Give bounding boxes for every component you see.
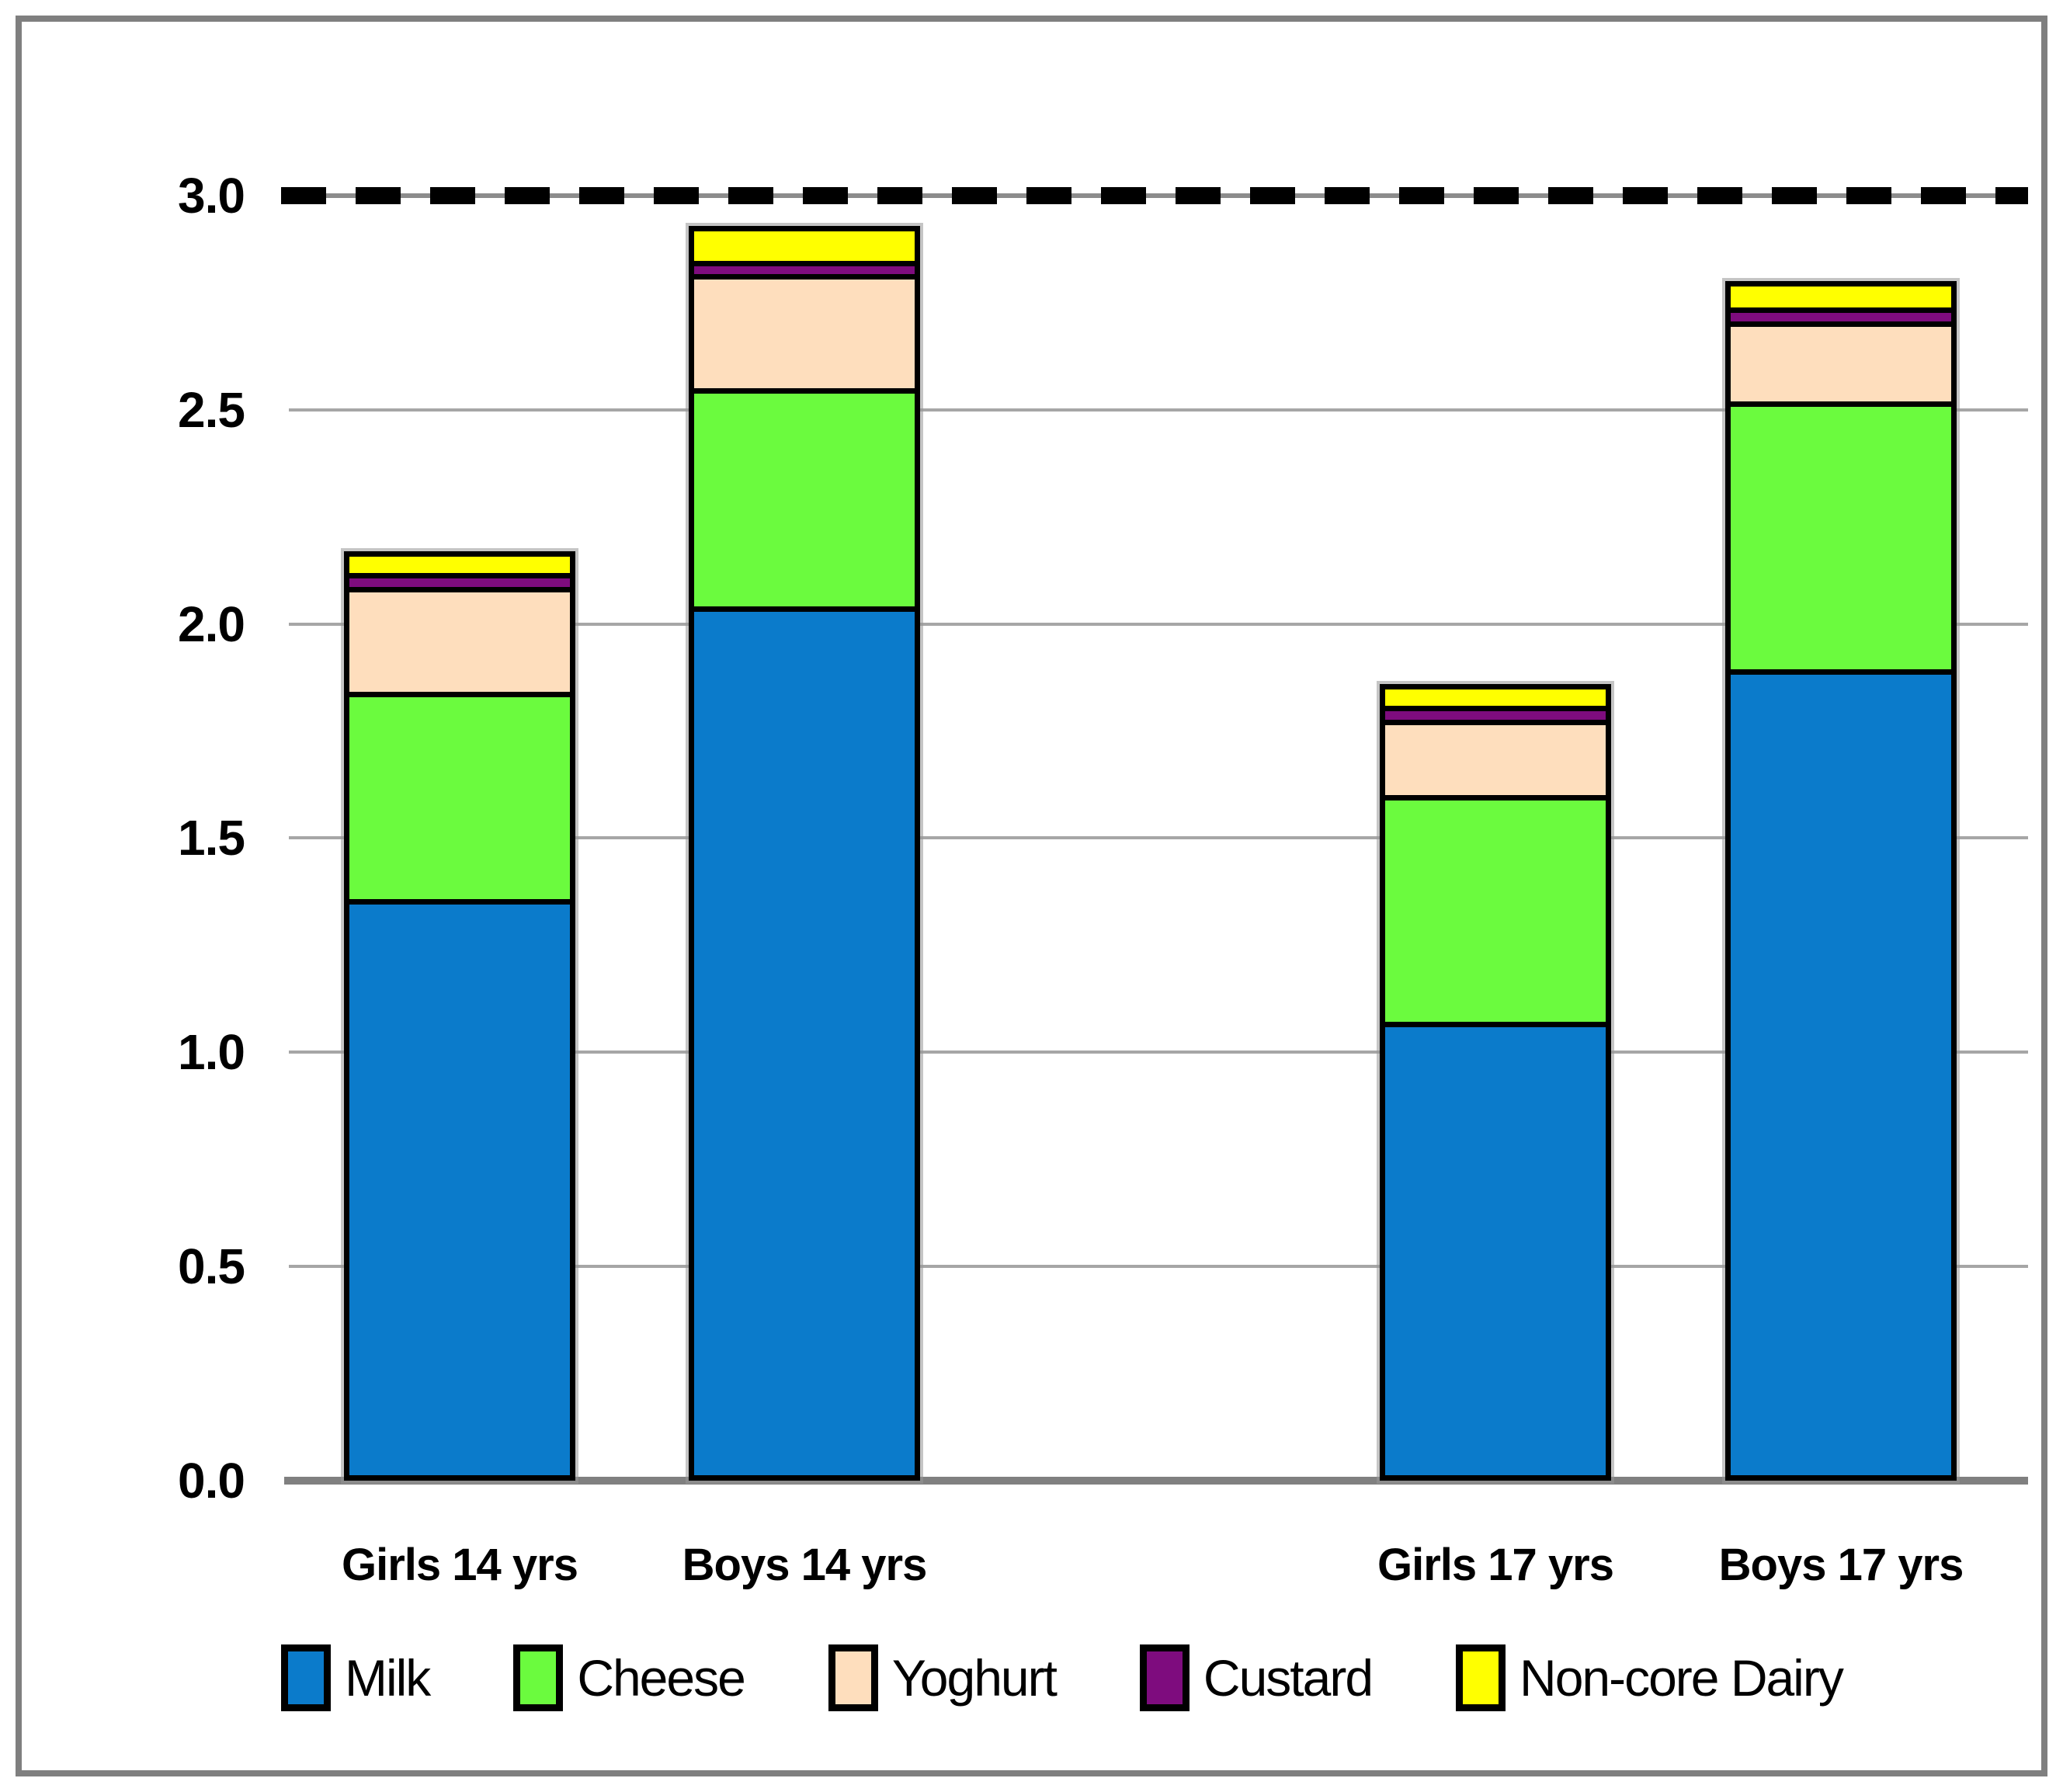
bar-segment-cheese-boys-17-yrs xyxy=(1731,401,1951,670)
y-tick-label-3.0: 3.0 xyxy=(178,167,245,224)
reference-line-dashes xyxy=(281,186,2028,204)
legend-item-milk: Milk xyxy=(281,1644,431,1711)
bar-segment-cheese-girls-14-yrs xyxy=(349,691,570,900)
x-axis-label-boys-17-yrs: Boys 17 yrs xyxy=(1718,1540,1964,1590)
reference-line-3 xyxy=(281,185,2028,207)
bar-segment-non-core-dairy-girls-17-yrs xyxy=(1385,689,1606,707)
legend-item-cheese: Cheese xyxy=(513,1644,746,1711)
y-grid-line-1.5 xyxy=(289,836,2028,840)
y-tick-label-2.0: 2.0 xyxy=(178,596,245,652)
bar-segment-non-core-dairy-boys-14-yrs xyxy=(694,231,915,261)
bar-segment-milk-boys-14-yrs xyxy=(694,606,915,1475)
bar-segment-yoghurt-boys-14-yrs xyxy=(694,274,915,389)
bar-segment-custard-girls-14-yrs xyxy=(349,573,570,587)
legend-swatch-custard xyxy=(1139,1644,1190,1711)
bar-boys-17-yrs xyxy=(1725,281,1957,1481)
y-grid-line-2.5 xyxy=(289,408,2028,412)
legend-item-yoghurt: Yoghurt xyxy=(828,1644,1058,1711)
y-tick-label-0.5: 0.5 xyxy=(178,1238,245,1295)
chart-frame xyxy=(16,16,2047,1776)
legend-label-custard: Custard xyxy=(1203,1649,1374,1707)
bar-segment-milk-girls-17-yrs xyxy=(1385,1022,1606,1475)
legend-item-custard: Custard xyxy=(1139,1644,1374,1711)
x-axis-label-boys-14-yrs: Boys 14 yrs xyxy=(682,1540,928,1590)
legend-swatch-yoghurt xyxy=(828,1644,878,1711)
bar-segment-custard-boys-14-yrs xyxy=(694,260,915,275)
y-tick-label-0.0: 0.0 xyxy=(178,1453,245,1509)
y-tick-label-1.5: 1.5 xyxy=(178,810,245,866)
bar-segment-yoghurt-boys-17-yrs xyxy=(1731,321,1951,402)
bar-segment-milk-girls-14-yrs xyxy=(349,899,570,1475)
legend-label-cheese: Cheese xyxy=(577,1649,745,1707)
legend-label-non-core-dairy: Non-core Dairy xyxy=(1519,1649,1844,1707)
bar-girls-14-yrs xyxy=(344,551,575,1481)
legend: Milk Cheese Yoghurt Custard Non-core Dairy xyxy=(281,1644,1926,1711)
bar-segment-yoghurt-girls-17-yrs xyxy=(1385,719,1606,795)
bar-segment-milk-boys-17-yrs xyxy=(1731,669,1951,1475)
y-grid-line-2.0 xyxy=(289,622,2028,626)
x-axis-label-girls-14-yrs: Girls 14 yrs xyxy=(342,1540,578,1590)
bar-segment-yoghurt-girls-14-yrs xyxy=(349,586,570,692)
bar-segment-cheese-girls-17-yrs xyxy=(1385,794,1606,1023)
bar-segment-custard-girls-17-yrs xyxy=(1385,706,1606,720)
bar-girls-17-yrs xyxy=(1380,684,1611,1481)
bar-segment-cheese-boys-14-yrs xyxy=(694,388,915,606)
legend-label-milk: Milk xyxy=(345,1649,431,1707)
legend-swatch-non-core-dairy xyxy=(1456,1644,1506,1711)
x-axis-line xyxy=(284,1477,2028,1485)
y-grid-line-1.0 xyxy=(289,1051,2028,1054)
legend-label-yoghurt: Yoghurt xyxy=(891,1649,1058,1707)
bar-segment-non-core-dairy-boys-17-yrs xyxy=(1731,287,1951,307)
bar-boys-14-yrs xyxy=(689,226,920,1481)
bar-segment-non-core-dairy-girls-14-yrs xyxy=(349,557,570,574)
legend-swatch-cheese xyxy=(513,1644,564,1711)
bar-segment-custard-boys-17-yrs xyxy=(1731,307,1951,321)
y-tick-label-1.0: 1.0 xyxy=(178,1024,245,1081)
x-axis-label-girls-17-yrs: Girls 17 yrs xyxy=(1377,1540,1614,1590)
y-tick-label-2.5: 2.5 xyxy=(178,381,245,438)
legend-swatch-milk xyxy=(281,1644,331,1711)
y-grid-line-0.5 xyxy=(289,1265,2028,1269)
legend-item-non-core-dairy: Non-core Dairy xyxy=(1456,1644,1844,1711)
